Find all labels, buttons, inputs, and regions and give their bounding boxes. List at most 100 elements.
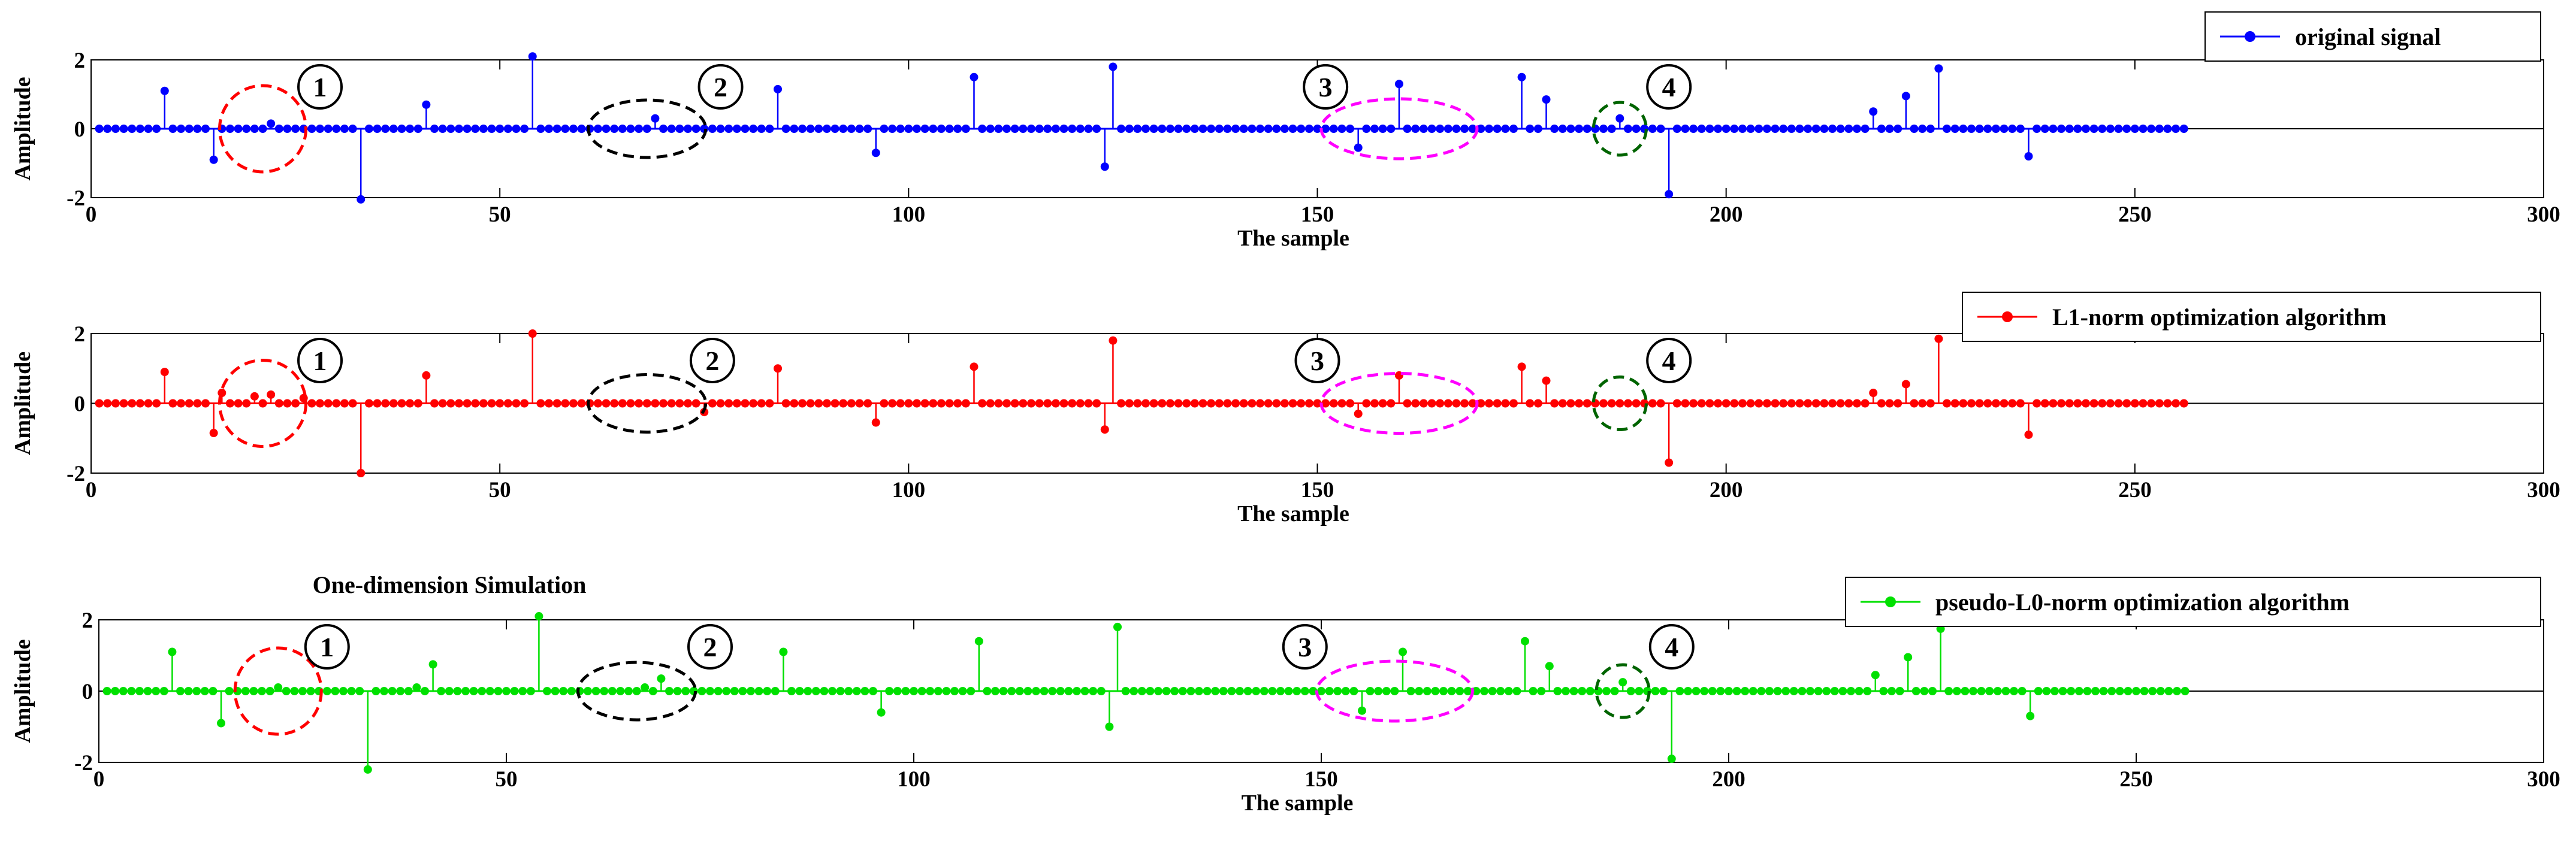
stem-marker [1280,399,1289,408]
stem-marker [741,399,750,408]
stem-marker [855,125,864,133]
stem-marker [774,364,783,373]
stem-marker [635,125,644,133]
stem-marker [1806,687,1814,695]
stem-marker [144,125,153,133]
stem-marker [1746,125,1755,133]
annotation-number: 2 [714,72,727,102]
stem-marker [193,125,202,133]
x-tick-label: 50 [496,767,518,792]
stem-marker [536,125,545,133]
annotation-ellipse [1591,101,1648,157]
x-tick-label: 100 [892,478,926,502]
stem-marker [2098,125,2107,133]
stem-marker [324,399,333,408]
y-tick-label: -2 [67,462,85,486]
stem-marker [1684,687,1692,695]
stem-marker [1553,687,1562,695]
annotation-ellipse [1594,663,1651,719]
stem-marker [2034,687,2043,695]
annotation-number: 4 [1662,72,1676,102]
stem-marker [422,100,431,109]
stem-marker [234,125,243,133]
y-axis-label: Amplitude [10,352,35,455]
stem-marker [184,687,193,695]
stem-marker [469,687,478,695]
stem-marker [1100,162,1109,171]
x-tick-label: 200 [1712,767,1745,792]
stem-marker [95,399,104,408]
stem-marker [1722,125,1731,133]
stem-marker [1651,687,1660,695]
stem-marker [1656,399,1665,408]
annotation-ellipse [576,661,697,722]
stem-marker [1264,125,1273,133]
stem-marker [757,125,766,133]
stem-marker [1943,399,1952,408]
stem-marker [836,687,845,695]
stem-marker [1476,125,1485,133]
annotation-number: 1 [313,346,327,376]
annotation-ellipse [587,98,708,159]
stem-marker [331,687,340,695]
stem-marker [974,637,983,646]
stem-marker [1436,125,1445,133]
stem-marker [1575,399,1584,408]
stem-marker [1015,687,1024,695]
stem-marker [372,687,380,695]
stem-marker [869,687,877,695]
stem-marker [1975,399,1984,408]
stem-marker [1097,687,1106,695]
stem-marker [1738,125,1747,133]
stem-marker [135,687,144,695]
stem-marker [2124,687,2133,695]
stem-marker [250,392,259,401]
stem-marker [1182,125,1191,133]
y-tick-label: 2 [74,322,86,347]
stem-marker [593,125,602,133]
stem-marker [1869,107,1878,116]
stem-marker [225,399,234,408]
x-tick-label: 100 [892,202,926,227]
stem-marker [413,125,422,133]
stem-marker [610,125,619,133]
stem-marker [373,125,382,133]
stem-marker [1762,125,1771,133]
stem-marker [2065,125,2074,133]
stem-marker [1309,687,1318,695]
stem-marker [953,125,962,133]
stem-marker [1667,755,1676,764]
stem-marker [143,687,152,695]
stem-marker [1583,125,1591,133]
stem-marker [1149,125,1158,133]
stem-marker [681,687,690,695]
stem-marker [1337,399,1346,408]
stem-marker [1073,687,1081,695]
y-tick-label: -2 [67,186,85,211]
stem-marker [471,125,480,133]
stem-marker [732,125,741,133]
stem-marker [1828,125,1837,133]
stem-marker [111,399,120,408]
x-tick-label: 250 [2119,767,2153,792]
stem-marker [1991,399,2000,408]
stem-marker [2081,125,2090,133]
stem-marker [822,125,831,133]
stem-marker [348,125,357,133]
stem-marker [1002,399,1011,408]
stem-marker [404,687,413,695]
stem-marker [1504,687,1513,695]
stem-marker [1174,125,1183,133]
stem-marker [896,125,905,133]
stem-marker [1223,399,1232,408]
stem-marker [1665,190,1674,199]
stem-marker [1926,399,1935,408]
stem-marker [119,399,128,408]
stem-marker [1346,125,1355,133]
legend-label: L1-norm optimization algorithm [2052,304,2387,331]
stem-marker [1089,687,1098,695]
stem-marker [602,399,611,408]
stem-marker [528,329,537,338]
stem-marker [616,687,625,695]
